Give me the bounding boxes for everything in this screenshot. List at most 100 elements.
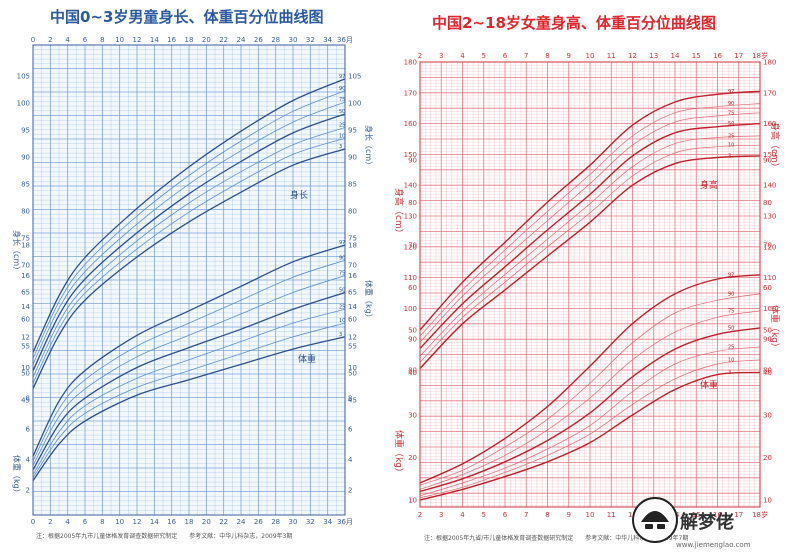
boy-x-tick-label-bottom: 2 [48,518,52,526]
watermark-glasses-left-icon [645,524,653,529]
girl-height-axis-label-right: 身高（cm） [769,122,781,172]
boy-length-tick-right: 95 [348,127,357,135]
boy-length-tick-right: 80 [348,208,357,216]
girl-x-tick-label-bottom: 9 [567,511,571,519]
girl-height-tick-left: 140 [404,182,417,190]
boy-x-tick-label-top: 18 [185,36,194,44]
boy-weight-tick-left: 10 [21,364,30,372]
boy-weight-axis-label-right: 体重（kg） [364,280,374,322]
girl-weight-axis-label-right: 体重（kg） [769,305,781,352]
boy-length-curve-label: 身长 [290,189,308,201]
girl-weight-tick-left: 90 [408,157,417,165]
girl-weight-percentile-label: 3 [728,370,731,376]
boy-x-tick-label-bottom: 14 [150,518,159,526]
girl-height-tick-right: 120 [763,243,776,251]
girl-height-tick-left: 150 [404,151,417,159]
girl-weight-tick-left: 20 [408,454,417,462]
girl-x-tick-label-bottom: 10 [586,511,595,519]
boy-x-tick-label-top: 30 [289,36,298,44]
watermark-url: www.jiemenglao.com [676,541,751,549]
girl-x-tick-label-top: 4 [460,52,465,60]
boy-length-tick-left: 65 [21,289,30,297]
boy-weight-percentile-label: 25 [339,304,345,310]
girl-weight-curve-p75 [419,310,761,490]
boy-length-percentile-label: 25 [339,122,345,128]
boy-x-tick-label-bottom: 12 [133,518,142,526]
girl-weight-curve-p97 [419,274,761,484]
girl-weight-percentile-label: 75 [728,308,734,314]
boy-length-curve-p75 [32,101,346,365]
girl-weight-tick-left: 70 [408,242,417,250]
boy-weight-tick-left: 18 [21,242,30,250]
girl-height-curve-p50 [419,122,761,349]
boy-length-tick-right: 50 [348,370,357,378]
boy-length-percentile-label: 75 [339,97,345,103]
girl-x-tick-label-bottom: 12 [628,511,637,519]
girl-height-tick-left: 80 [408,367,417,375]
girl-x-tick-label-top: 16 [713,52,722,60]
girl-x-tick-label-top: 15 [692,52,701,60]
boy-x-tick-label-bottom: 10 [115,518,124,526]
boy-length-curve-p50 [32,113,346,372]
boy-x-tick-label-top: 12 [133,36,142,44]
boy-x-tick-label-bottom: 4 [65,518,70,526]
girl-height-percentile-label: 10 [728,143,734,149]
boy-x-tick-label-top: 28 [271,36,280,44]
girl-weight-percentile-label: 50 [728,325,734,331]
boy-length-curve-p25 [32,127,346,378]
girl-chart-frame [419,61,761,508]
boy-x-tick-label-bottom: 36月 [337,518,353,526]
girl-x-tick-label-bottom: 6 [503,511,508,519]
boy-length-tick-right: 90 [348,154,357,162]
boy-length-tick-left: 75 [21,235,30,243]
boy-weight-tick-left: 12 [21,333,30,341]
watermark-logo: 解梦佬 www.jiemenglao.com [632,497,751,549]
watermark-hat-icon [641,511,669,522]
girl-x-tick-label-bottom: 16 [713,511,722,519]
girl-weight-tick-right: 20 [763,454,772,462]
girl-x-tick-label-bottom: 3 [439,511,443,519]
boy-weight-tick-left: 2 [26,487,30,495]
girl-weight-tick-left: 10 [408,497,417,505]
boy-x-tick-label-bottom: 26 [254,518,263,526]
boy-weight-tick-left: 6 [26,425,31,433]
girl-weight-curve-p90 [419,293,761,486]
girl-weight-tick-right: 90 [763,157,772,165]
boy-length-tick-right: 105 [348,73,361,81]
girl-height-tick-left: 120 [404,243,417,251]
boy-length-tick-right: 55 [348,343,357,351]
girl-height-tick-left: 160 [404,120,417,128]
boy-weight-tick-right: 18 [348,242,357,250]
boy-length-curve-p97 [32,78,346,353]
boy-x-tick-label-top: 10 [115,36,124,44]
girl-height-tick-left: 100 [404,305,417,313]
boy-ticks: 0022446688101012121414161618182020222224… [17,36,362,526]
boy-length-percentile-label: 3 [339,144,342,150]
girl-height-tick-right: 90 [763,336,772,344]
girl-height-tick-right: 100 [763,305,776,313]
boy-weight-percentile-label: 75 [339,271,345,277]
boy-length-tick-right: 45 [348,397,357,405]
boy-length-tick-left: 60 [21,316,30,324]
boy-weight-tick-right: 10 [348,364,357,372]
girl-x-tick-label-top: 5 [482,52,486,60]
girl-height-curve-p97 [419,90,761,331]
boy-chart-title: 中国0~3岁男童身长、体重百分位曲线图 [50,8,323,26]
boy-weight-tick-right: 16 [348,272,357,280]
girl-weight-tick-right: 40 [763,369,772,377]
girl-height-tick-left: 130 [404,213,417,221]
girl-height-curve-p25 [419,135,761,357]
boy-length-tick-left: 80 [21,208,30,216]
boy-weight-curve-p75 [32,275,346,466]
girl-weight-percentile-label: 97 [728,272,734,278]
boy-weight-tick-left: 4 [26,456,31,464]
girl-weight-curve-p25 [419,346,761,497]
girl-x-tick-label-top: 6 [503,52,508,60]
boy-weight-curve-p10 [32,322,346,479]
girl-weight-tick-left: 60 [408,284,417,292]
girl-height-tick-right: 150 [763,151,776,159]
boy-weight-tick-right: 6 [348,425,353,433]
girl-height-tick-right: 180 [763,59,776,67]
boy-weight-percentile-label: 10 [339,318,345,324]
